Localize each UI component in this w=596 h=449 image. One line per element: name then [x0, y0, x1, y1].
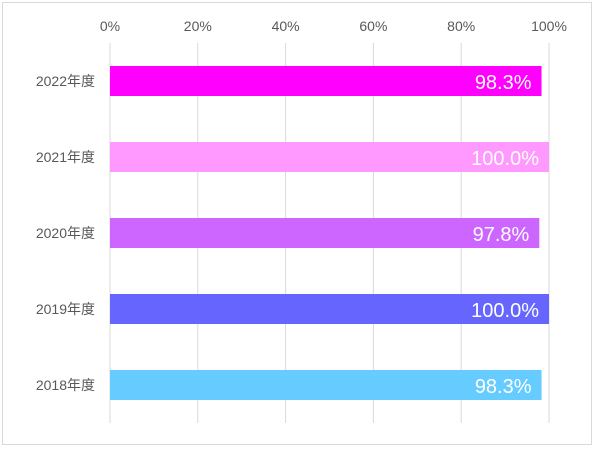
data-label: 98.3% — [475, 72, 532, 94]
x-tick-label: 100% — [531, 18, 567, 34]
category-label: 2021年度 — [36, 149, 95, 165]
data-label: 100.0% — [471, 300, 539, 322]
data-label: 97.8% — [473, 224, 530, 246]
data-label: 98.3% — [475, 376, 532, 398]
bar-chart: 0% 20% 40% 60% 80% 100% 2022年度 98.3% 2021年度 100.0… — [36, 18, 567, 423]
data-label: 100.0% — [471, 148, 539, 170]
category-label: 2020年度 — [36, 225, 95, 241]
chart-area: 0% 20% 40% 60% 80% 100% 2022年度 98.3% 2021年度 100.0… — [2, 2, 592, 445]
x-tick-label: 40% — [272, 18, 300, 34]
bar — [110, 218, 540, 248]
category-label: 2019年度 — [36, 301, 95, 317]
x-tick-label: 20% — [184, 18, 212, 34]
x-tick-label: 80% — [447, 18, 475, 34]
x-tick-label: 60% — [359, 18, 387, 34]
bar — [110, 142, 549, 172]
bar — [110, 66, 542, 96]
bar — [110, 294, 549, 324]
bar — [110, 370, 542, 400]
x-tick-label: 0% — [100, 18, 120, 34]
category-label: 2018年度 — [36, 377, 95, 393]
category-label: 2022年度 — [36, 73, 95, 89]
